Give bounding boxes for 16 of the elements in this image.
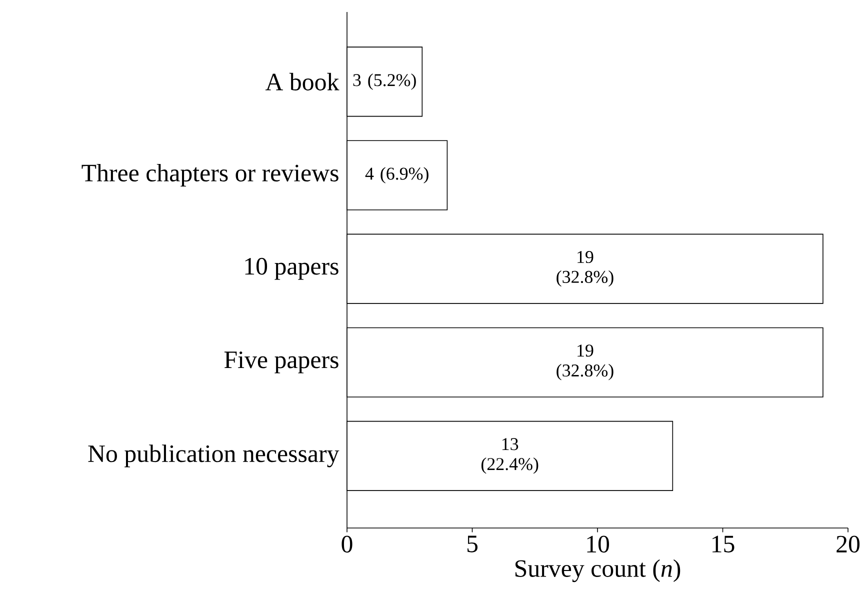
data-label: 19 (32.8%) xyxy=(556,251,614,287)
data-label: 13 (22.4%) xyxy=(481,438,538,474)
y-tick-label: A book xyxy=(265,72,340,90)
x-axis-title: Survey count (n) xyxy=(515,559,680,582)
data-label: 4 (6.9%) xyxy=(365,167,428,184)
y-tick-label: Five papers xyxy=(224,351,338,374)
x-tick-label: 10 xyxy=(587,536,610,553)
x-tick-label: 5 xyxy=(467,536,478,552)
data-label: 19 (32.8%) xyxy=(556,344,614,380)
y-tick-label: 10 papers xyxy=(245,258,338,280)
x-tick-label: 15 xyxy=(712,536,734,552)
data-label: 3 (5.2%) xyxy=(353,74,416,90)
x-tick-label: 20 xyxy=(836,536,860,553)
y-tick-label: No publication necessary xyxy=(88,444,340,468)
y-tick-label: Three chapters or reviews xyxy=(82,164,338,187)
x-tick-label: 0 xyxy=(342,536,352,553)
